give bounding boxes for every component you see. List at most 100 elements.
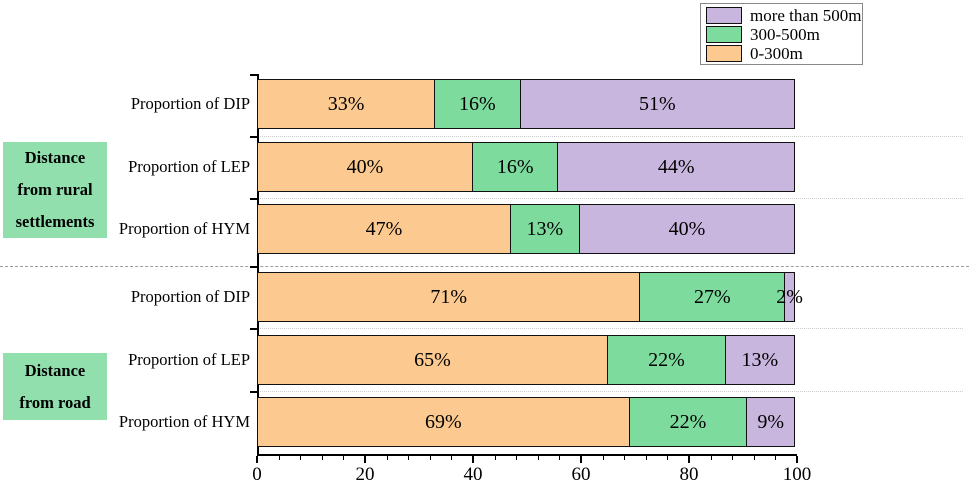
group-label-line: settlements bbox=[15, 212, 95, 231]
row-label: Proportion of LEP bbox=[128, 349, 250, 369]
bar-segment-300-500m: 16% bbox=[434, 79, 521, 129]
bar-segment-300-500m: 27% bbox=[639, 272, 786, 322]
legend-swatch-green-icon bbox=[706, 25, 742, 43]
x-axis-minor-tick bbox=[624, 456, 626, 460]
x-axis-minor-tick bbox=[300, 456, 302, 460]
x-axis-minor-tick bbox=[429, 456, 431, 460]
bar-row: 40% 16% 44% bbox=[257, 141, 797, 192]
bar-segment-value-label: 47% bbox=[365, 218, 403, 240]
bar-segment-0-300m: 65% bbox=[257, 334, 608, 385]
bar-segment-value-label: 65% bbox=[414, 348, 451, 371]
legend-item-more-than-500m: more than 500m bbox=[706, 6, 862, 24]
bar-segment-value-label: 51% bbox=[638, 93, 676, 115]
row-label: Proportion of DIP bbox=[130, 93, 250, 113]
row-label: Proportion of LEP bbox=[128, 156, 250, 176]
legend-label: 300-500m bbox=[750, 24, 820, 44]
bar-segment-value-label: 9% bbox=[757, 411, 785, 433]
x-axis-major-tick bbox=[796, 456, 798, 463]
bar-segment-more-than-500m: 51% bbox=[519, 79, 795, 129]
x-axis-minor-tick bbox=[343, 456, 345, 460]
x-axis bbox=[257, 454, 797, 456]
bar-segment-300-500m: 22% bbox=[607, 334, 726, 385]
bar-row: 69% 22% 9% bbox=[257, 397, 797, 447]
x-axis-minor-tick bbox=[602, 456, 604, 460]
legend-item-300-500m: 300-500m bbox=[706, 25, 862, 43]
bar-segment-value-label: 33% bbox=[327, 93, 365, 115]
bar-segment-value-label: 2% bbox=[776, 286, 803, 308]
legend: more than 500m 300-500m 0-300m bbox=[700, 3, 863, 65]
row-guide-line bbox=[257, 135, 963, 137]
x-axis-major-tick bbox=[688, 456, 690, 463]
bar-row: 65% 22% 13% bbox=[257, 334, 797, 385]
group-label-line: Distance bbox=[24, 148, 86, 167]
x-axis-minor-tick bbox=[321, 456, 323, 460]
x-axis-minor-tick bbox=[753, 456, 755, 460]
bar-segment-more-than-500m: 2% bbox=[776, 272, 803, 322]
y-axis bbox=[257, 74, 259, 456]
bar-segment-value-label: 40% bbox=[346, 155, 384, 178]
x-axis-tick-label: 80 bbox=[679, 464, 699, 484]
x-axis-minor-tick bbox=[451, 456, 453, 460]
x-axis-minor-tick bbox=[559, 456, 561, 460]
x-axis-minor-tick bbox=[537, 456, 539, 460]
bar-segment-value-label: 44% bbox=[657, 155, 695, 178]
group-label-distance-from-road: Distance from road bbox=[3, 353, 107, 420]
bar-segment-300-500m: 16% bbox=[472, 141, 559, 192]
row-guide-line bbox=[257, 198, 963, 199]
x-axis-minor-tick bbox=[278, 456, 280, 460]
row-guide-line bbox=[257, 390, 963, 392]
bar-segment-0-300m: 71% bbox=[257, 272, 641, 322]
x-axis-tick-label: 40 bbox=[463, 464, 483, 484]
bar-segment-value-label: 16% bbox=[459, 93, 496, 115]
x-axis-minor-tick bbox=[710, 456, 712, 460]
bar-segment-more-than-500m: 44% bbox=[557, 141, 795, 192]
x-axis-minor-tick bbox=[775, 456, 777, 460]
bar-segment-value-label: 22% bbox=[648, 348, 685, 371]
x-axis-major-tick bbox=[364, 456, 366, 463]
bar-segment-value-label: 71% bbox=[430, 286, 468, 308]
x-axis-major-tick bbox=[580, 456, 582, 463]
bar-row: 33% 16% 51% bbox=[257, 79, 797, 129]
bar-segment-more-than-500m: 9% bbox=[746, 397, 795, 447]
bar-segment-0-300m: 40% bbox=[257, 141, 473, 192]
row-guide-line bbox=[257, 328, 963, 329]
bar-segment-0-300m: 47% bbox=[257, 204, 511, 254]
group-label-line: from road bbox=[19, 392, 91, 412]
group-label-line: Distance bbox=[24, 360, 86, 380]
y-axis-tick bbox=[250, 135, 257, 138]
bar-segment-value-label: 27% bbox=[693, 286, 731, 308]
x-axis-tick-label: 0 bbox=[252, 464, 262, 484]
group-label-line: from rural bbox=[17, 180, 93, 199]
bar-segment-0-300m: 33% bbox=[257, 79, 436, 129]
y-axis-tick bbox=[250, 266, 257, 268]
group-separator-line bbox=[0, 266, 969, 267]
bar-segment-value-label: 40% bbox=[668, 218, 706, 240]
bar-segment-more-than-500m: 40% bbox=[578, 204, 795, 254]
bar-segment-0-300m: 69% bbox=[257, 397, 630, 447]
bar-row: 71% 27% 2% bbox=[257, 272, 803, 322]
x-axis-minor-tick bbox=[667, 456, 669, 460]
x-axis-tick-label: 20 bbox=[355, 464, 375, 484]
y-axis-tick bbox=[250, 328, 257, 330]
bar-segment-value-label: 13% bbox=[741, 348, 779, 371]
bar-segment-value-label: 22% bbox=[669, 411, 707, 433]
legend-item-0-300m: 0-300m bbox=[706, 44, 862, 62]
y-axis-tick bbox=[250, 74, 257, 76]
bar-segment-value-label: 13% bbox=[526, 218, 564, 240]
x-axis-major-tick bbox=[472, 456, 474, 463]
y-axis-tick bbox=[250, 390, 257, 393]
legend-swatch-purple-icon bbox=[706, 6, 742, 24]
x-axis-minor-tick bbox=[494, 456, 496, 460]
bar-segment-value-label: 16% bbox=[496, 155, 534, 178]
x-axis-minor-tick bbox=[516, 456, 518, 460]
x-axis-minor-tick bbox=[645, 456, 647, 460]
legend-label: 0-300m bbox=[750, 43, 803, 63]
x-axis-major-tick bbox=[256, 456, 258, 463]
legend-swatch-orange-icon bbox=[706, 44, 742, 62]
bar-row: 47% 13% 40% bbox=[257, 204, 797, 254]
y-axis-tick bbox=[250, 198, 257, 200]
bar-segment-300-500m: 22% bbox=[628, 397, 748, 447]
bar-segment-value-label: 69% bbox=[424, 411, 462, 433]
row-label: Proportion of DIP bbox=[130, 286, 250, 306]
